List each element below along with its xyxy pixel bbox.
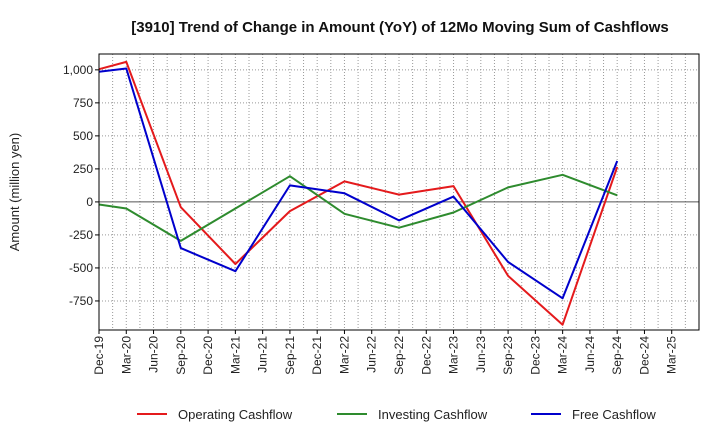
y-tick-label: 500 — [73, 129, 93, 143]
x-tick-label: Sep-23 — [501, 336, 515, 375]
x-tick-layer: Dec-19 Mar-20 Jun-20 Sep-20 Dec-20 Mar-21 Jun-… — [92, 330, 679, 375]
legend-label: Free Cashflow — [572, 407, 656, 422]
x-tick-label: Mar-20 — [119, 336, 133, 374]
x-tick-label: Sep-20 — [174, 336, 188, 375]
legend: Operating Cashflow Investing Cashflow Free… — [137, 407, 656, 422]
series-line-operating-cashflow — [98, 60, 619, 326]
x-tick-label: Mar-24 — [556, 336, 570, 374]
series-layer — [98, 60, 619, 326]
x-tick-label: Sep-24 — [610, 336, 624, 375]
x-tick-label: Jun-23 — [474, 336, 488, 373]
x-tick-label: Dec-24 — [637, 336, 651, 375]
x-tick-label: Jun-20 — [147, 336, 161, 373]
y-tick-label: 250 — [73, 162, 93, 176]
y-tick-label: 1,000 — [63, 63, 93, 77]
x-tick-label: Dec-23 — [528, 336, 542, 375]
x-tick-label: Sep-21 — [283, 336, 297, 375]
legend-label: Operating Cashflow — [178, 407, 293, 422]
x-tick-label: Dec-21 — [310, 336, 324, 375]
x-tick-label: Jun-22 — [365, 336, 379, 373]
legend-label: Investing Cashflow — [378, 407, 488, 422]
x-tick-label: Jun-24 — [583, 336, 597, 373]
y-tick-label: 750 — [73, 96, 93, 110]
chart-title: [3910] Trend of Change in Amount (YoY) o… — [131, 19, 669, 36]
x-tick-label: Jun-21 — [256, 336, 270, 373]
x-tick-label: Mar-22 — [337, 336, 351, 374]
y-tick-label: 0 — [86, 195, 93, 209]
x-tick-label: Dec-22 — [419, 336, 433, 375]
series-line-investing-cashflow — [98, 173, 618, 242]
x-tick-label: Mar-25 — [665, 336, 679, 374]
y-tick-label: -500 — [69, 261, 93, 275]
x-tick-label: Dec-19 — [92, 336, 106, 375]
y-tick-label: -750 — [69, 294, 93, 308]
y-tick-layer: 1,000 750 500 250 0 -250 -500 -750 — [63, 63, 99, 308]
y-axis-label: Amount (million yen) — [7, 133, 22, 252]
x-tick-label: Mar-23 — [447, 336, 461, 374]
series-line-free-cashflow — [98, 67, 619, 300]
x-tick-label: Mar-21 — [228, 336, 242, 374]
y-tick-label: -250 — [69, 228, 93, 242]
x-tick-label: Dec-20 — [201, 336, 215, 375]
x-tick-label: Sep-22 — [392, 336, 406, 375]
